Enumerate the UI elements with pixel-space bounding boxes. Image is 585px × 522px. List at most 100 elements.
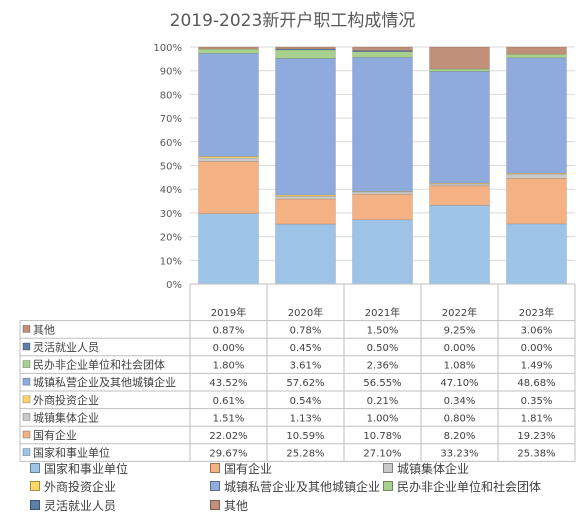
data-label: 1.50% <box>367 325 399 336</box>
bar-segment <box>275 49 336 59</box>
y-tick-label: 10% <box>160 256 182 267</box>
y-tick-label: 20% <box>160 233 182 244</box>
data-label: 33.23% <box>440 449 478 460</box>
legend-label: 灵活就业人员 <box>44 499 117 513</box>
category-label: 2021年 <box>365 306 400 319</box>
bar-segment <box>198 213 259 285</box>
y-tick-label: 70% <box>160 114 182 125</box>
data-label: 0.61% <box>213 396 245 407</box>
data-label: 1.49% <box>521 361 553 372</box>
legend-label: 民办非企业单位和社会团体 <box>397 480 542 494</box>
y-tick-label: 60% <box>160 138 182 149</box>
data-label: 0.00% <box>444 343 476 354</box>
legend-label: 城镇集体企业 <box>397 462 470 476</box>
legend-swatch <box>30 500 40 510</box>
data-label: 47.10% <box>440 378 478 389</box>
bar-segment <box>506 53 567 59</box>
category-label: 2023年 <box>519 306 554 319</box>
data-label: 2.36% <box>367 361 399 372</box>
data-label: 3.06% <box>521 325 553 336</box>
data-label: 1.81% <box>521 413 553 424</box>
legend-swatch <box>30 481 40 491</box>
bar-segment <box>275 46 336 50</box>
bar-segment <box>275 223 336 285</box>
legend-swatch <box>383 463 393 473</box>
legend-swatch <box>210 463 220 473</box>
data-label: 1.08% <box>444 361 476 372</box>
data-label: 0.45% <box>290 343 322 354</box>
bar-segment <box>275 198 336 225</box>
data-label: 0.87% <box>213 325 245 336</box>
bar-segment <box>352 191 413 193</box>
bar-segment <box>275 58 336 196</box>
data-label: 0.80% <box>444 413 476 424</box>
table-series-name: 外商投资企业 <box>33 393 99 407</box>
data-label: 9.25% <box>444 325 476 336</box>
data-label: 0.35% <box>521 396 553 407</box>
bar-segment <box>198 157 259 162</box>
table-legend-key <box>22 325 31 333</box>
bar-segment <box>352 193 413 221</box>
legend-swatch <box>383 481 393 491</box>
data-label: 0.54% <box>290 396 322 407</box>
data-label: 0.21% <box>367 396 399 407</box>
bar-segment <box>429 185 490 206</box>
data-label: 1.51% <box>213 413 245 424</box>
data-label: 0.34% <box>444 396 476 407</box>
legend-swatch <box>30 463 40 473</box>
data-label: 8.20% <box>444 431 476 442</box>
bar-segment <box>506 57 567 174</box>
data-label: 10.78% <box>363 431 401 442</box>
bar-segment <box>198 161 259 214</box>
data-label: 43.52% <box>209 378 247 389</box>
y-tick-label: 30% <box>160 209 182 220</box>
data-label: 0.50% <box>367 343 399 354</box>
table-series-name: 国有企业 <box>33 428 77 442</box>
data-label: 10.59% <box>286 431 324 442</box>
table-legend-key <box>22 413 31 421</box>
bar-segment <box>429 68 490 72</box>
table-legend-key <box>22 448 31 456</box>
bar-segment <box>275 196 336 200</box>
legend-label: 外商投资企业 <box>44 480 117 494</box>
chart-title: 2019-2023新开户职工构成情况 <box>169 11 416 31</box>
legend-swatch <box>210 500 220 510</box>
bar-segment <box>352 191 413 195</box>
y-tick-label: 80% <box>160 90 182 101</box>
bar-segment <box>429 204 490 285</box>
table-legend-key <box>22 360 31 368</box>
legend-item: 国家和事业单位 <box>30 462 128 476</box>
table-series-name: 民办非企业单位和社会团体 <box>33 358 165 372</box>
category-label: 2020年 <box>288 306 323 319</box>
bar-segment <box>352 46 413 51</box>
category-label: 2022年 <box>442 306 477 319</box>
table-legend-key <box>22 342 31 351</box>
bar-segment <box>352 219 413 285</box>
data-label: 3.61% <box>290 361 322 372</box>
bar-segment <box>198 53 259 157</box>
y-tick-label: 90% <box>160 67 182 78</box>
bar-segment <box>352 57 413 192</box>
legend-label: 城镇私营企业及其他城镇企业 <box>224 480 381 494</box>
data-label: 0.00% <box>213 343 245 354</box>
legend-label: 国有企业 <box>224 462 273 476</box>
data-label: 0.00% <box>521 343 553 354</box>
y-tick-label: 0% <box>166 280 182 291</box>
bar-segment <box>506 173 567 179</box>
legend-item: 城镇私营企业及其他城镇企业 <box>210 480 380 494</box>
table-series-name: 城镇私营企业及其他城镇企业 <box>33 375 176 389</box>
legend-swatch <box>210 481 220 491</box>
category-label: 2019年 <box>211 306 246 319</box>
table-series-name: 国家和事业单位 <box>33 446 110 460</box>
legend-label: 国家和事业单位 <box>44 462 129 476</box>
bar-segment <box>198 48 259 54</box>
data-label: 57.62% <box>286 378 324 389</box>
legend-item: 城镇集体企业 <box>383 462 469 476</box>
table-legend-key <box>22 377 31 386</box>
legend-item: 灵活就业人员 <box>30 499 116 513</box>
bar-segment <box>506 177 567 225</box>
data-label: 48.68% <box>517 378 555 389</box>
data-label: 29.67% <box>209 449 247 460</box>
data-label: 27.10% <box>363 449 401 460</box>
